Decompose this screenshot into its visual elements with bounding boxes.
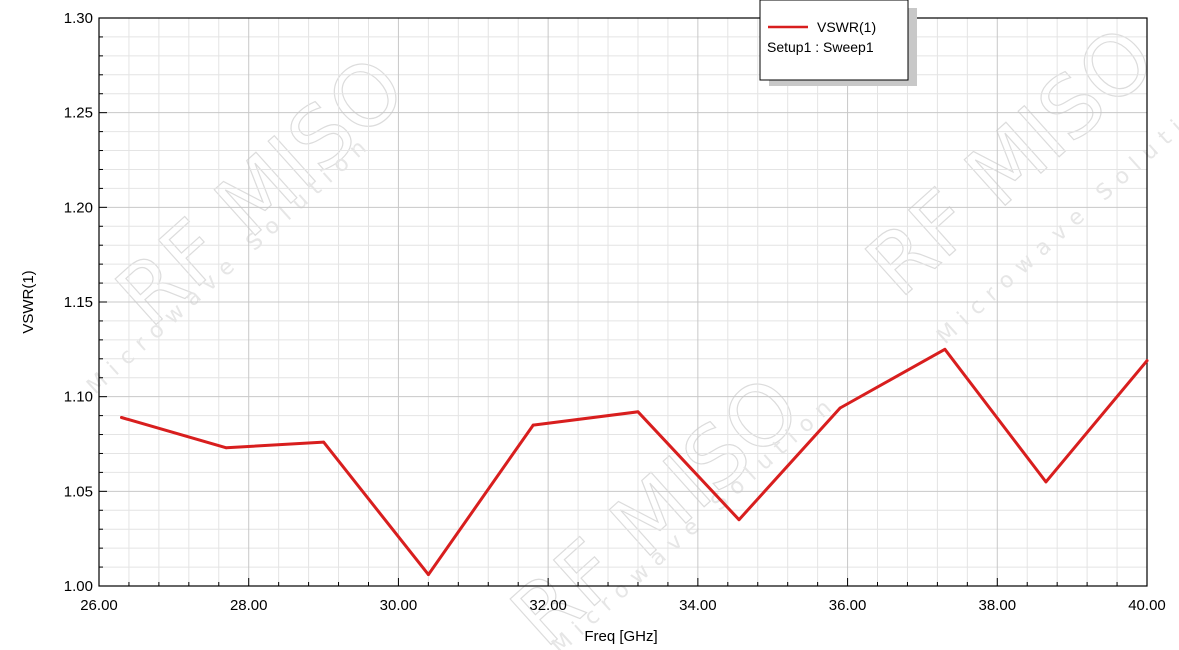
x-tick-label: 28.00 (230, 597, 268, 614)
data-point (426, 573, 430, 577)
series-layer (120, 347, 1149, 577)
y-tick-label: 1.05 (64, 483, 93, 500)
legend-box (759, 0, 909, 81)
data-point (120, 416, 123, 419)
major-gridlines (99, 18, 1147, 586)
legend-entry: VSWR(1) (817, 19, 876, 35)
y-tick-label: 1.15 (64, 294, 93, 311)
data-point (636, 410, 640, 414)
x-tick-label: 32.00 (529, 597, 567, 614)
data-point (1145, 359, 1149, 363)
y-tick-label: 1.10 (64, 389, 93, 406)
x-tick-label: 40.00 (1128, 597, 1166, 614)
y-tick-label: 1.30 (64, 10, 93, 27)
x-tick-label: 26.00 (80, 597, 118, 614)
data-point (838, 406, 842, 410)
y-tick-label: 1.25 (64, 105, 93, 122)
y-tick-label: 1.20 (64, 199, 93, 216)
y-axis-title: VSWR(1) (20, 270, 37, 333)
data-point (737, 518, 741, 522)
x-axis-ticks: 26.00 28.00 30.00 32.00 34.00 36.00 38.00 40.00 (80, 578, 1166, 614)
x-tick-label: 34.00 (679, 597, 717, 614)
data-point (1044, 480, 1048, 484)
data-point (531, 423, 535, 427)
legend-subtitle: Setup1 : Sweep1 (767, 39, 874, 55)
y-tick-label: 1.00 (64, 578, 93, 595)
data-point (943, 347, 947, 351)
data-point (322, 440, 325, 444)
data-point (224, 446, 228, 450)
y-axis-ticks: 1.00 1.05 1.10 1.15 1.20 1.25 1.30 (64, 10, 107, 595)
x-tick-label: 38.00 (979, 597, 1017, 614)
x-tick-label: 36.00 (829, 597, 867, 614)
x-tick-label: 30.00 (380, 597, 418, 614)
legend[interactable]: VSWR(1) Setup1 : Sweep1 (759, 0, 917, 86)
x-axis-title: Freq [GHz] (584, 628, 657, 645)
